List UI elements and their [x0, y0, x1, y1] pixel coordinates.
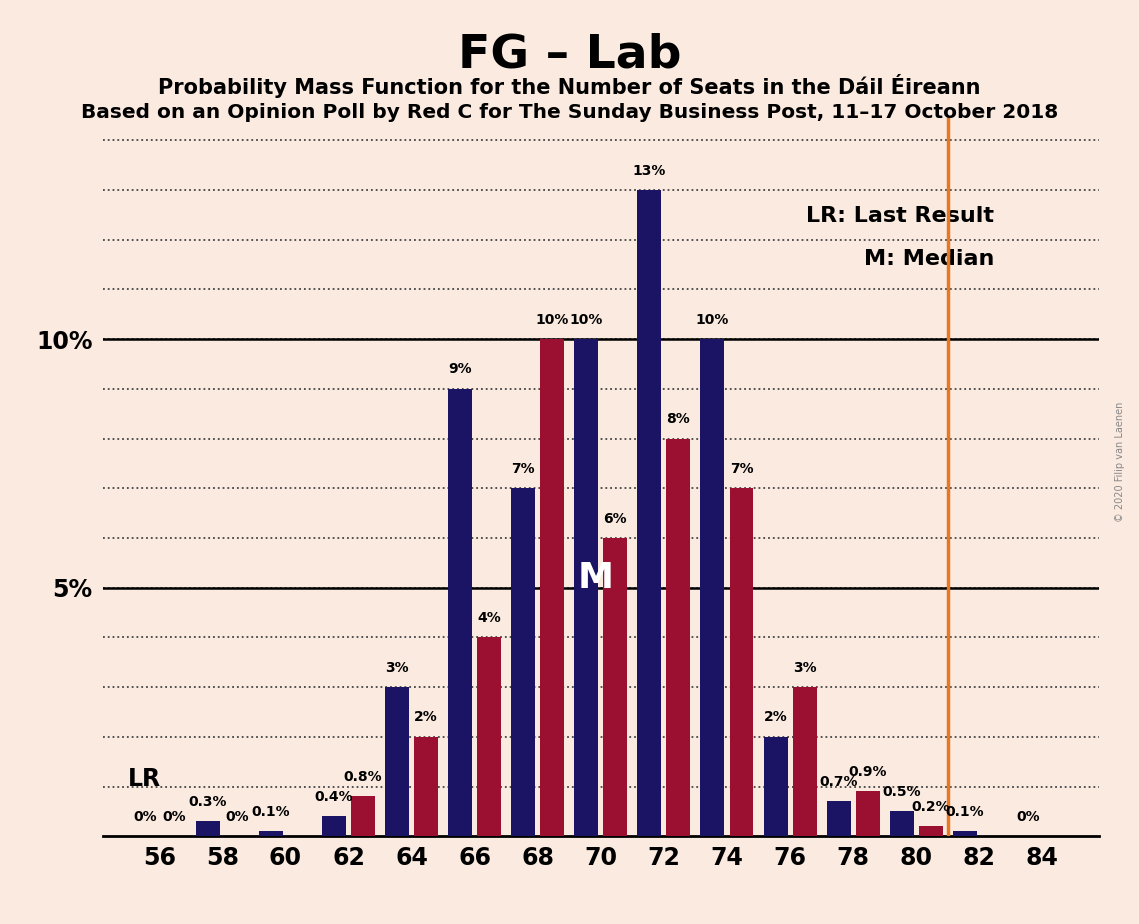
Text: 6%: 6% [604, 512, 628, 526]
Text: 3%: 3% [793, 661, 817, 675]
Bar [827, 801, 851, 836]
Text: 2%: 2% [415, 711, 439, 724]
Bar [855, 792, 879, 836]
Text: Based on an Opinion Poll by Red C for The Sunday Business Post, 11–17 October 20: Based on an Opinion Poll by Red C for Th… [81, 103, 1058, 123]
Text: Probability Mass Function for the Number of Seats in the Dáil Éireann: Probability Mass Function for the Number… [158, 74, 981, 98]
Text: 0%: 0% [133, 809, 156, 824]
Text: M: Median: M: Median [865, 249, 994, 269]
Text: LR: Last Result: LR: Last Result [806, 206, 994, 225]
Text: 0.8%: 0.8% [344, 770, 383, 784]
Text: LR: LR [129, 768, 162, 792]
Text: 0.3%: 0.3% [189, 795, 227, 808]
Bar [574, 339, 598, 836]
Text: 8%: 8% [666, 412, 690, 426]
Bar [259, 832, 282, 836]
Bar [196, 821, 220, 836]
Text: 7%: 7% [511, 462, 535, 476]
Text: M: M [577, 561, 614, 595]
Bar [385, 687, 409, 836]
Text: 10%: 10% [696, 312, 729, 327]
Bar [477, 638, 501, 836]
Bar [511, 488, 535, 836]
Bar [448, 389, 473, 836]
Text: 0%: 0% [1016, 809, 1040, 824]
Bar [666, 439, 690, 836]
Text: 0.1%: 0.1% [252, 805, 290, 819]
Bar [351, 796, 375, 836]
Bar [322, 816, 346, 836]
Text: 0.7%: 0.7% [819, 775, 858, 789]
Text: 9%: 9% [449, 362, 472, 376]
Bar [729, 488, 754, 836]
Text: 3%: 3% [385, 661, 409, 675]
Bar [604, 538, 628, 836]
Text: 7%: 7% [730, 462, 753, 476]
Bar [919, 826, 943, 836]
Text: 10%: 10% [535, 312, 570, 327]
Text: 13%: 13% [632, 164, 666, 177]
Text: 0.1%: 0.1% [945, 805, 984, 819]
Text: 0%: 0% [162, 809, 186, 824]
Text: 0.4%: 0.4% [314, 790, 353, 804]
Bar [700, 339, 724, 836]
Bar [763, 736, 787, 836]
Text: © 2020 Filip van Laenen: © 2020 Filip van Laenen [1115, 402, 1125, 522]
Bar [540, 339, 564, 836]
Text: 0.5%: 0.5% [883, 785, 921, 799]
Text: 10%: 10% [570, 312, 603, 327]
Text: 0.2%: 0.2% [911, 800, 950, 814]
Bar [793, 687, 817, 836]
Text: 2%: 2% [763, 711, 787, 724]
Text: 4%: 4% [477, 611, 501, 625]
Bar [638, 190, 662, 836]
Bar [953, 832, 977, 836]
Bar [890, 811, 913, 836]
Text: FG – Lab: FG – Lab [458, 32, 681, 78]
Bar [415, 736, 439, 836]
Text: 0.9%: 0.9% [849, 765, 887, 779]
Text: 0%: 0% [226, 809, 248, 824]
